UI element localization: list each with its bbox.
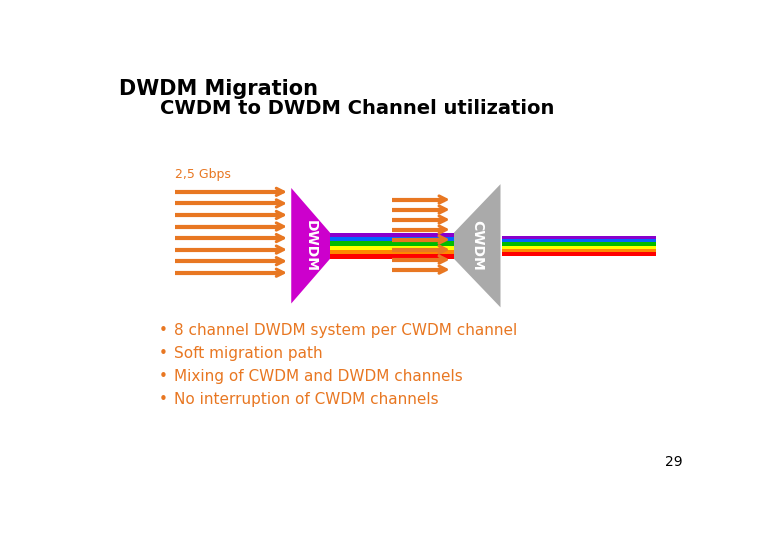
Text: •: • [159,323,168,338]
Text: CWDM: CWDM [470,220,484,271]
Text: 29: 29 [665,455,682,469]
Text: No interruption of CWDM channels: No interruption of CWDM channels [174,392,439,407]
Text: DWDM Migration: DWDM Migration [119,79,318,99]
Text: Mixing of CWDM and DWDM channels: Mixing of CWDM and DWDM channels [174,369,463,384]
Text: •: • [159,392,168,407]
Text: DWDM: DWDM [303,220,317,272]
Text: •: • [159,346,168,361]
Text: Soft migration path: Soft migration path [174,346,323,361]
Text: 8 channel DWDM system per CWDM channel: 8 channel DWDM system per CWDM channel [174,323,517,338]
Polygon shape [291,188,330,303]
Text: •: • [159,369,168,384]
Text: CWDM to DWDM Channel utilization: CWDM to DWDM Channel utilization [159,99,554,118]
Polygon shape [454,184,501,307]
Text: 2,5 Gbps: 2,5 Gbps [175,168,231,181]
